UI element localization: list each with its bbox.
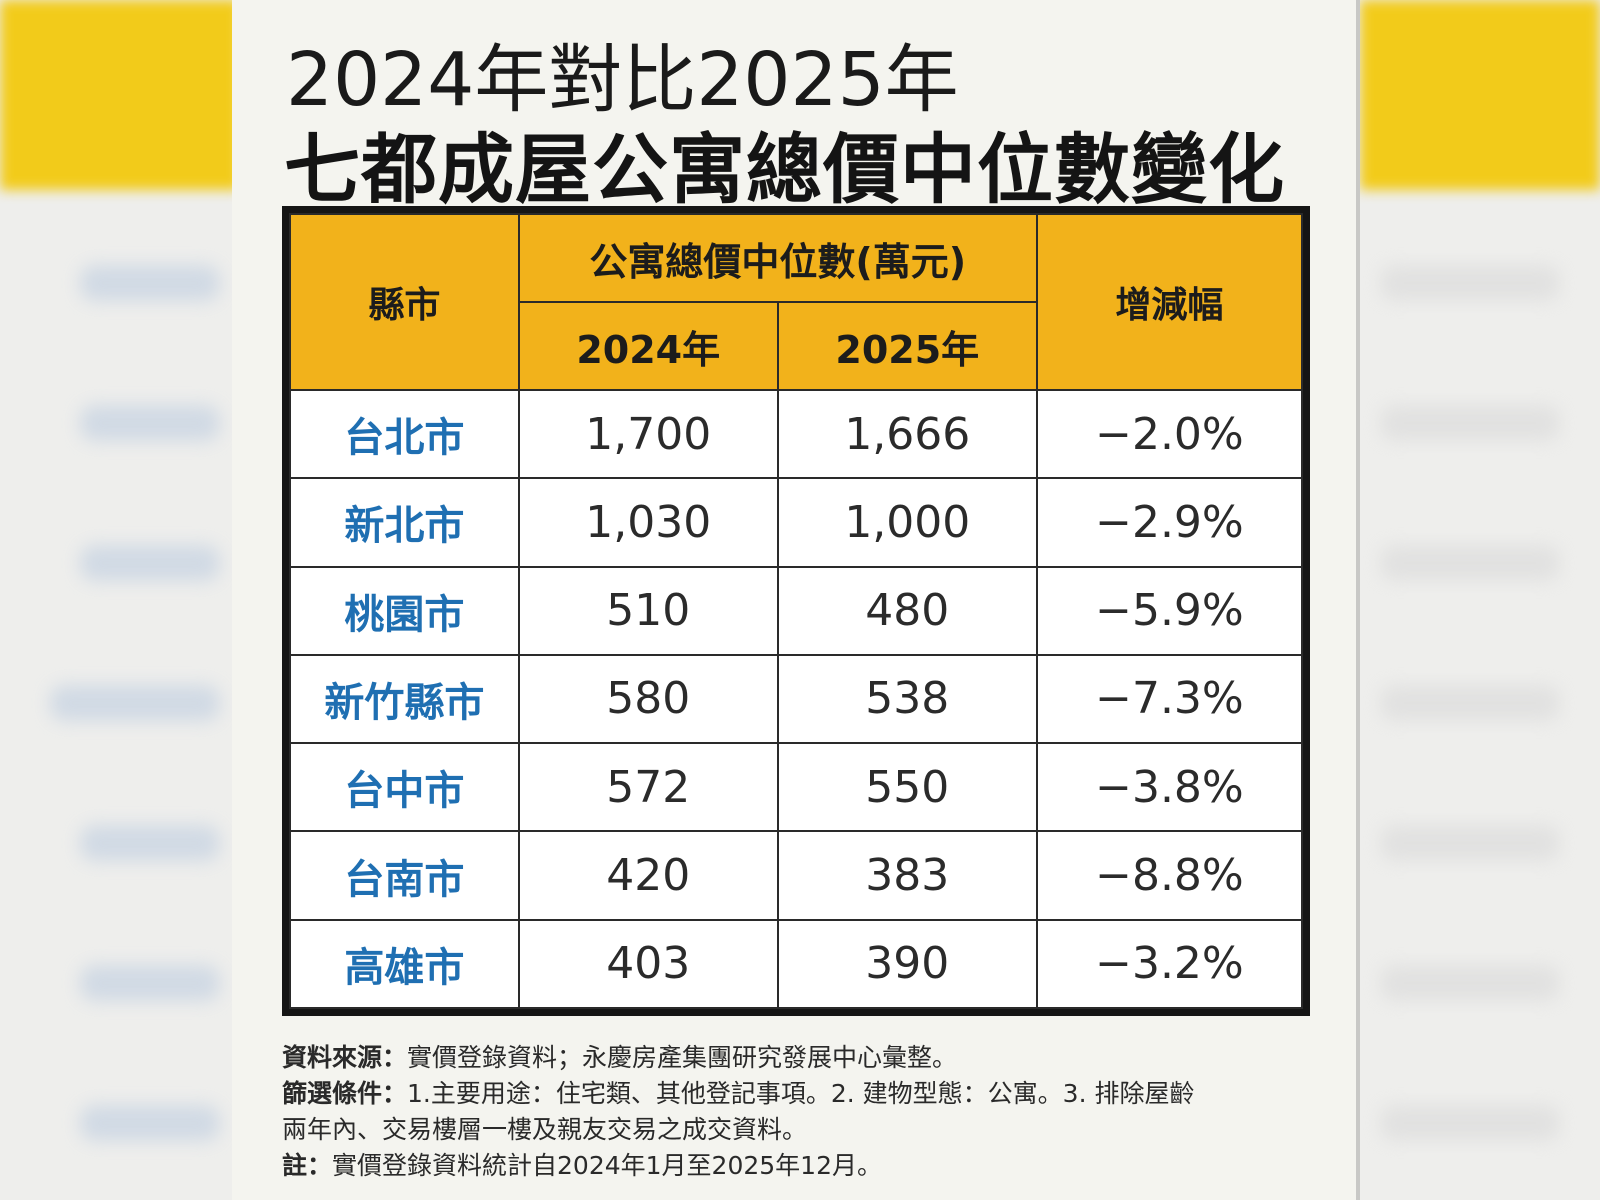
cell-change: −2.0% <box>1035 388 1304 480</box>
cell-city: 台中市 <box>289 742 520 833</box>
blurred-row <box>80 825 220 861</box>
table-row: 新竹縣市 580 538 −7.3% <box>289 653 1304 745</box>
data-table-frame: 縣市 公寓總價中位數(萬元) 增減幅 2024年 2025年 台北市 1,700… <box>282 206 1310 1016</box>
header-group-median-price: 公寓總價中位數(萬元) <box>517 213 1038 303</box>
header-change: 增減幅 <box>1035 213 1304 391</box>
table-row: 新北市 1,030 1,000 −2.9% <box>289 477 1304 568</box>
cell-city: 高雄市 <box>289 918 520 1010</box>
cell-2024: 403 <box>517 918 779 1010</box>
blurred-row <box>1380 685 1560 721</box>
blurred-row <box>1380 545 1560 581</box>
filter-note: 篩選條件：1.主要用途：住宅類、其他登記事項。2. 建物型態：公寓。3. 排除屋… <box>282 1076 1322 1112</box>
table-row: 台北市 1,700 1,666 −2.0% <box>289 388 1304 480</box>
cell-city: 新竹縣市 <box>289 653 520 745</box>
header-year-2024: 2024年 <box>517 301 779 391</box>
blurred-row <box>50 685 220 721</box>
cell-city: 新北市 <box>289 477 520 568</box>
table-row: 台中市 572 550 −3.8% <box>289 742 1304 833</box>
blurred-background-left <box>0 0 240 1200</box>
filter-label: 篩選條件： <box>282 1079 408 1108</box>
price-median-table: 縣市 公寓總價中位數(萬元) 增減幅 2024年 2025年 台北市 1,700… <box>289 213 1304 1010</box>
blurred-row <box>80 265 220 301</box>
blurred-row <box>1380 825 1560 861</box>
cell-2025: 550 <box>776 742 1038 833</box>
infographic-card: 2024年對比2025年 七都成屋公寓總價中位數變化 縣市 公寓總價中位數(萬元… <box>232 0 1356 1200</box>
cell-city: 台北市 <box>289 388 520 480</box>
cell-city: 桃園市 <box>289 565 520 656</box>
blurred-row <box>80 545 220 581</box>
source-label: 資料來源： <box>282 1043 408 1072</box>
cell-2025: 538 <box>776 653 1038 745</box>
title-subheading: 2024年對比2025年 <box>286 37 959 123</box>
blurred-row <box>80 965 220 1001</box>
header-year-2025: 2025年 <box>776 301 1038 391</box>
filter-text-continued: 兩年內、交易樓層一樓及親友交易之成交資料。 <box>282 1115 808 1144</box>
blurred-row <box>1380 405 1560 441</box>
cell-2025: 480 <box>776 565 1038 656</box>
blurred-row <box>1380 1105 1560 1141</box>
cell-change: −5.9% <box>1035 565 1304 656</box>
source-text: 實價登錄資料；永慶房產集團研究發展中心彙整。 <box>407 1043 958 1072</box>
remark-label: 註： <box>282 1151 333 1180</box>
cell-2025: 1,666 <box>776 388 1038 480</box>
cell-change: −3.2% <box>1035 918 1304 1010</box>
table-row: 高雄市 403 390 −3.2% <box>289 918 1304 1010</box>
cell-city: 台南市 <box>289 830 520 921</box>
source-note: 資料來源：實價登錄資料；永慶房產集團研究發展中心彙整。 <box>282 1040 1322 1076</box>
header-city: 縣市 <box>289 213 520 391</box>
cell-change: −8.8% <box>1035 830 1304 921</box>
cell-2024: 1,700 <box>517 388 779 480</box>
blurred-row <box>1380 965 1560 1001</box>
cell-2024: 420 <box>517 830 779 921</box>
cell-2025: 390 <box>776 918 1038 1010</box>
filter-text: 1.主要用途：住宅類、其他登記事項。2. 建物型態：公寓。3. 排除屋齡 <box>407 1079 1195 1108</box>
blurred-background-right <box>1360 0 1600 1200</box>
blurred-row <box>80 1105 220 1141</box>
cell-2024: 1,030 <box>517 477 779 568</box>
cell-2024: 510 <box>517 565 779 656</box>
footnotes: 資料來源：實價登錄資料；永慶房產集團研究發展中心彙整。 篩選條件：1.主要用途：… <box>282 1040 1322 1184</box>
cell-change: −3.8% <box>1035 742 1304 833</box>
remark-note: 註：實價登錄資料統計自2024年1月至2025年12月。 <box>282 1148 1322 1184</box>
page-title: 七都成屋公寓總價中位數變化 <box>284 125 1285 214</box>
blurred-yellow-band <box>0 0 240 190</box>
filter-note-continued: 兩年內、交易樓層一樓及親友交易之成交資料。 <box>282 1112 1322 1148</box>
blurred-yellow-band <box>1360 0 1600 190</box>
blurred-row <box>80 405 220 441</box>
table-row: 台南市 420 383 −8.8% <box>289 830 1304 921</box>
cell-change: −7.3% <box>1035 653 1304 745</box>
cell-2024: 572 <box>517 742 779 833</box>
table-row: 桃園市 510 480 −5.9% <box>289 565 1304 656</box>
remark-text: 實價登錄資料統計自2024年1月至2025年12月。 <box>332 1151 882 1180</box>
cell-2024: 580 <box>517 653 779 745</box>
blurred-row <box>1380 265 1560 301</box>
cell-2025: 383 <box>776 830 1038 921</box>
cell-change: −2.9% <box>1035 477 1304 568</box>
cell-2025: 1,000 <box>776 477 1038 568</box>
